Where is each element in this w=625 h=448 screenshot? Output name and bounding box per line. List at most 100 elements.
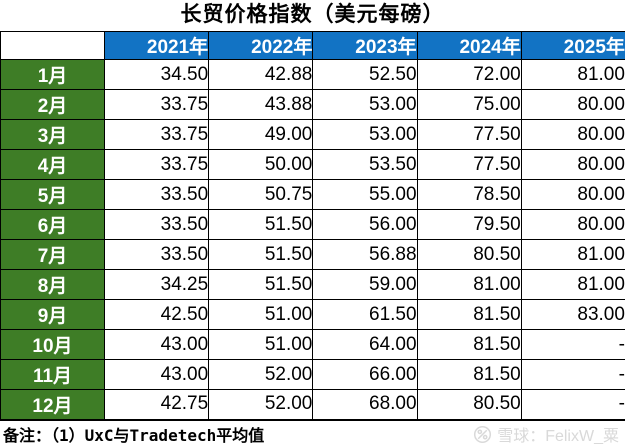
table-row: 2月 33.75 43.88 53.00 75.00 80.00 [0, 89, 625, 120]
value-cell: - [520, 359, 625, 390]
value-cell: 51.50 [208, 209, 314, 240]
value-cell: 34.25 [103, 269, 210, 300]
value-cell: 81.00 [520, 59, 625, 90]
table-row: 9月 42.50 51.00 61.50 81.50 83.00 [0, 299, 625, 330]
table-row: 12月 42.75 52.00 68.00 80.50- [0, 389, 625, 421]
month-cell: 7月 [0, 239, 105, 270]
value-cell: - [520, 389, 625, 421]
month-cell: 6月 [0, 209, 105, 240]
value-cell: 33.50 [103, 239, 210, 270]
value-cell: 51.50 [208, 269, 314, 300]
value-cell: 81.50 [416, 299, 522, 330]
month-cell: 10月 [0, 329, 105, 360]
value-cell: 81.00 [416, 269, 522, 300]
value-cell: 81.00 [520, 239, 625, 270]
value-cell: 68.00 [312, 389, 418, 421]
value-cell: 72.00 [416, 59, 522, 90]
value-cell: 33.50 [103, 179, 210, 210]
value-cell: 77.50 [416, 149, 522, 180]
value-cell: 75.00 [416, 89, 522, 120]
value-cell: 53.00 [312, 89, 418, 120]
month-cell: 11月 [0, 359, 105, 390]
value-cell: 33.75 [103, 149, 210, 180]
value-cell: 83.00 [520, 299, 625, 330]
value-cell: 56.00 [312, 209, 418, 240]
watermark: 雪球：FelixW_粟 [473, 422, 619, 446]
value-cell: 52.00 [208, 389, 314, 421]
value-cell: 80.00 [520, 119, 625, 150]
table-row: 10月 43.00 51.00 64.00 81.50- [0, 329, 625, 360]
value-cell: 80.00 [520, 209, 625, 240]
value-cell: 50.00 [208, 149, 314, 180]
month-cell: 5月 [0, 179, 105, 210]
month-cell: 1月 [0, 59, 105, 90]
month-cell: 12月 [0, 389, 105, 421]
value-cell: 61.50 [312, 299, 418, 330]
value-cell: 51.00 [208, 299, 314, 330]
value-cell: 51.50 [208, 239, 314, 270]
value-cell: 33.75 [103, 119, 210, 150]
table-row: 3月 33.75 49.00 53.00 77.50 80.00 [0, 119, 625, 150]
watermark-text: 雪球：FelixW_粟 [497, 428, 619, 445]
table-row: 1月 34.50 42.88 52.50 72.00 81.00 [0, 59, 625, 90]
month-cell: 4月 [0, 149, 105, 180]
year-header-cell: 2024年 [416, 31, 522, 60]
value-cell: 50.75 [208, 179, 314, 210]
table-row: 7月 33.50 51.50 56.88 80.50 81.00 [0, 239, 625, 270]
table-row: 6月 33.50 51.50 56.00 79.50 80.00 [0, 209, 625, 240]
value-cell: 81.50 [416, 329, 522, 360]
value-cell: 55.00 [312, 179, 418, 210]
value-cell: 49.00 [208, 119, 314, 150]
value-cell: 80.50 [416, 239, 522, 270]
value-cell: 79.50 [416, 209, 522, 240]
value-cell: 77.50 [416, 119, 522, 150]
value-cell: 42.50 [103, 299, 210, 330]
value-cell: 81.00 [520, 269, 625, 300]
value-cell: 33.75 [103, 89, 210, 120]
value-cell: 80.00 [520, 149, 625, 180]
value-cell: 80.00 [520, 179, 625, 210]
snowball-logo-icon [474, 425, 492, 443]
value-cell: 78.50 [416, 179, 522, 210]
month-cell: 9月 [0, 299, 105, 330]
table-row: 8月 34.25 51.50 59.00 81.00 81.00 [0, 269, 625, 300]
value-cell: 66.00 [312, 359, 418, 390]
value-cell: 64.00 [312, 329, 418, 360]
year-header-cell: 2022年 [208, 31, 314, 60]
year-header-cell: 2023年 [312, 31, 418, 60]
month-cell: 2月 [0, 89, 105, 120]
value-cell: 51.00 [208, 329, 314, 360]
value-cell: - [520, 329, 625, 360]
footer-row: 备注：（1）UxC与Tradetech平均值 雪球：FelixW_粟 [0, 421, 625, 448]
table-row: 4月 33.75 50.00 53.50 77.50 80.00 [0, 149, 625, 180]
month-cell: 3月 [0, 119, 105, 150]
value-cell: 43.88 [208, 89, 314, 120]
year-header-cell: 2025年 [520, 31, 625, 60]
year-header-cell: 2021年 [103, 31, 210, 60]
value-cell: 43.00 [103, 329, 210, 360]
value-cell: 59.00 [312, 269, 418, 300]
value-cell: 80.00 [520, 89, 625, 120]
value-cell: 80.50 [416, 389, 522, 421]
table-row: 5月 33.50 50.75 55.00 78.50 80.00 [0, 179, 625, 210]
page-title: 长贸价格指数（美元每磅） [180, 3, 445, 26]
value-cell: 34.50 [103, 59, 210, 90]
corner-cell [0, 31, 105, 60]
header-row: 2021年 2022年 2023年 2024年 2025年 [0, 31, 625, 60]
value-cell: 53.00 [312, 119, 418, 150]
value-cell: 81.50 [416, 359, 522, 390]
value-cell: 42.88 [208, 59, 314, 90]
value-cell: 42.75 [103, 389, 210, 421]
footnote: 备注：（1）UxC与Tradetech平均值 [3, 425, 265, 445]
value-cell: 56.88 [312, 239, 418, 270]
month-cell: 8月 [0, 269, 105, 300]
value-cell: 33.50 [103, 209, 210, 240]
value-cell: 53.50 [312, 149, 418, 180]
value-cell: 52.50 [312, 59, 418, 90]
table-row: 11月 43.00 52.00 66.00 81.50- [0, 359, 625, 390]
value-cell: 52.00 [208, 359, 314, 390]
value-cell: 43.00 [103, 359, 210, 390]
table-body: 1月 34.50 42.88 52.50 72.00 81.00 2月 33.75 43.88 5… [0, 59, 625, 421]
table-head: 2021年 2022年 2023年 2024年 2025年 [0, 31, 625, 60]
